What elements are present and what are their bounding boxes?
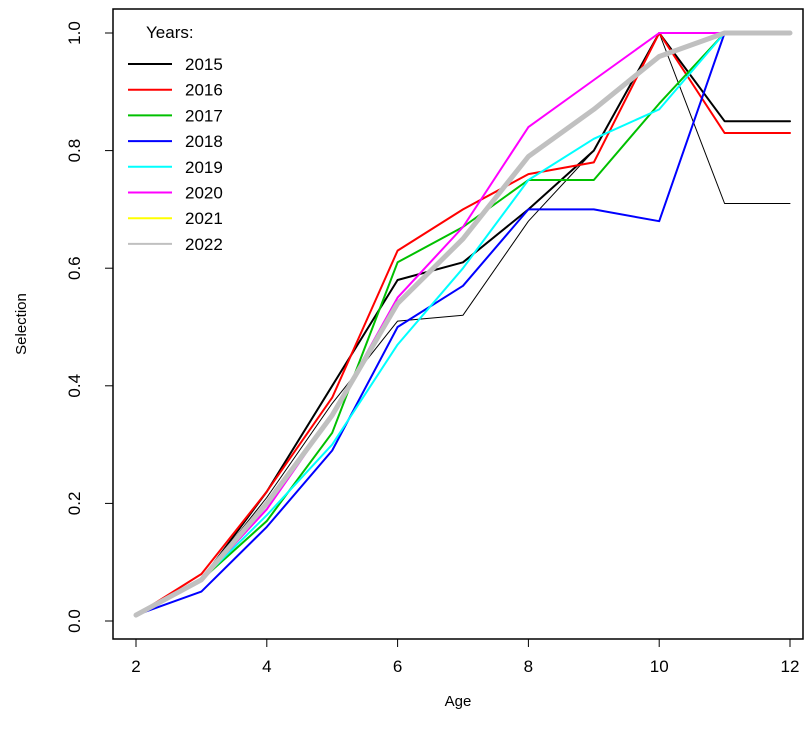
series-line-2015 xyxy=(135,32,791,617)
y-tick-label: 0.4 xyxy=(65,374,84,398)
legend-label-2015: 2015 xyxy=(185,55,223,74)
legend-title: Years: xyxy=(146,23,194,42)
y-tick-label: 0.6 xyxy=(65,256,84,280)
x-tick-label: 4 xyxy=(262,657,271,676)
legend-label-2018: 2018 xyxy=(185,132,223,151)
legend-label-2020: 2020 xyxy=(185,184,223,203)
y-tick-label: 0.0 xyxy=(65,609,84,633)
series-line-2022 xyxy=(133,30,793,618)
series-line-2017 xyxy=(135,32,791,617)
x-tick-label: 12 xyxy=(781,657,800,676)
y-axis: 0.0 0.2 0.4 0.6 0.8 1.0 xyxy=(65,21,114,633)
series-layer xyxy=(133,30,793,618)
x-tick-label: 2 xyxy=(131,657,140,676)
legend-label-2021: 2021 xyxy=(185,209,223,228)
series-line-2018 xyxy=(135,32,791,617)
x-tick-label: 10 xyxy=(650,657,669,676)
series-line-2019 xyxy=(135,32,791,617)
x-tick-label: 8 xyxy=(524,657,533,676)
y-tick-label: 0.2 xyxy=(65,492,84,516)
legend-label-2019: 2019 xyxy=(185,158,223,177)
series-line-2015 xyxy=(135,32,791,616)
series-line-2016 xyxy=(135,32,791,617)
legend-label-2017: 2017 xyxy=(185,106,223,125)
series-line-2020 xyxy=(135,32,791,617)
x-axis-title: Age xyxy=(445,693,472,710)
y-axis-title: Selection xyxy=(13,293,30,355)
y-tick-label: 1.0 xyxy=(65,21,84,45)
x-axis: 2 4 6 8 10 12 xyxy=(131,638,800,676)
x-tick-label: 6 xyxy=(393,657,402,676)
legend: Years: 2015 2016 2017 2018 2019 2020 2021 2022 xyxy=(128,23,223,254)
legend-label-2022: 2022 xyxy=(185,235,223,254)
legend-label-2016: 2016 xyxy=(185,81,223,100)
series-line-2021 xyxy=(135,32,791,617)
y-tick-label: 0.8 xyxy=(65,139,84,163)
